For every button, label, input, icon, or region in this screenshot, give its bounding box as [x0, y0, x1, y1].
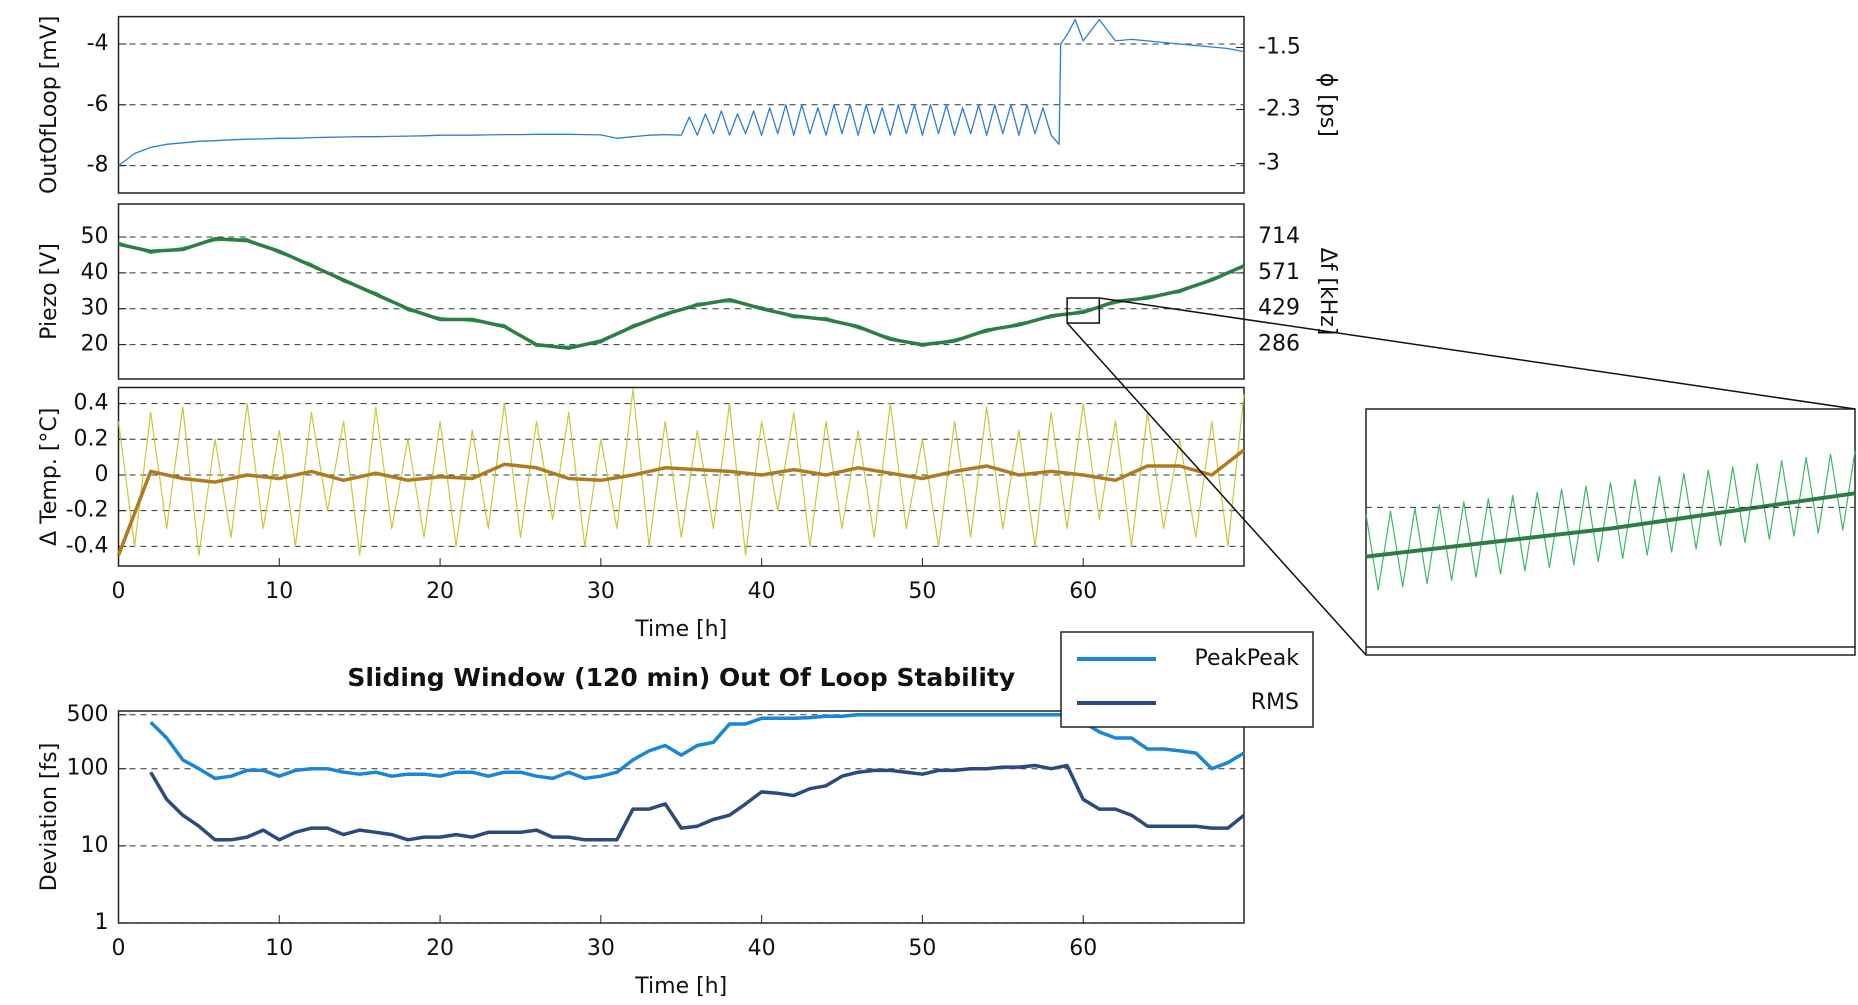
y-tick-label: 0.2 [74, 426, 109, 451]
series-line [117, 388, 1245, 556]
y-tick-label: -0.4 [66, 533, 109, 558]
y-tick-label: 100 [67, 756, 109, 781]
x-tick-label: 20 [426, 579, 454, 604]
x-tick-label: 60 [1069, 579, 1097, 604]
series-line [1365, 451, 1856, 591]
chart-title: Sliding Window (120 min) Out Of Loop Sta… [347, 663, 1015, 692]
series-line [118, 18, 1245, 167]
y-axis-label: Deviation [fs] [37, 743, 62, 892]
x-tick-label: 30 [587, 936, 615, 961]
x-tick-label: 30 [587, 579, 615, 604]
y-tick-label: 30 [81, 296, 109, 321]
x-tick-label: 0 [112, 579, 126, 604]
y-tick-label: 0.4 [74, 391, 109, 416]
zoom-region [1066, 297, 1101, 324]
x-tick-label: 50 [908, 579, 936, 604]
zoom-connector [1099, 297, 1856, 410]
x-tick-label: 10 [265, 936, 293, 961]
y2-tick-label: 714 [1258, 224, 1300, 249]
y-axis-label: OutOfLoop [mV] [37, 16, 62, 194]
legend-box [1060, 631, 1314, 728]
x-axis-label: Time [h] [634, 974, 727, 999]
y-tick-label: 1 [95, 910, 109, 935]
y-tick-label: -6 [87, 92, 109, 117]
x-tick-label: 10 [265, 579, 293, 604]
y-axis-label: Δ Temp. [°C] [37, 408, 62, 546]
y-tick-label: -8 [87, 153, 109, 178]
y2-tick-label: -2.3 [1258, 96, 1301, 121]
plot-area [1365, 408, 1856, 656]
y-tick-label: -0.2 [66, 498, 109, 523]
x-axis-label: Time [h] [634, 617, 727, 642]
x-tick-label: 0 [112, 936, 126, 961]
x-tick-label: 40 [748, 936, 776, 961]
series-line [118, 237, 1245, 350]
y-axis-label: Piezo [V] [37, 243, 62, 340]
series-line [116, 448, 1246, 556]
y-tick-label: 40 [81, 260, 109, 285]
y2-axis-label: Δf [kHz] [1315, 248, 1340, 336]
x-tick-label: 20 [426, 936, 454, 961]
x-tick-label: 40 [748, 579, 776, 604]
y2-axis-label: ϕ [ps] [1315, 73, 1340, 137]
series-line [1365, 491, 1856, 559]
series-line [149, 763, 1246, 842]
y-tick-label: 0 [95, 462, 109, 487]
zoom-connector [1066, 322, 1367, 656]
y2-tick-label: 571 [1258, 260, 1300, 285]
y2-tick-label: -3 [1258, 151, 1280, 176]
y-tick-label: 50 [81, 224, 109, 249]
legend-label: PeakPeak [1195, 646, 1300, 671]
y2-tick-label: 429 [1258, 296, 1300, 321]
plot-area [117, 203, 1245, 380]
plot-area [117, 710, 1245, 924]
y2-tick-label: 286 [1258, 331, 1300, 356]
y-tick-label: 20 [81, 332, 109, 357]
y-tick-label: 10 [81, 833, 109, 858]
x-tick-label: 50 [908, 936, 936, 961]
y-tick-label: -4 [87, 31, 109, 56]
legend-label: RMS [1251, 690, 1299, 715]
y-tick-label: 500 [67, 702, 109, 727]
x-tick-label: 60 [1069, 936, 1097, 961]
y2-tick-label: -1.5 [1258, 35, 1301, 60]
